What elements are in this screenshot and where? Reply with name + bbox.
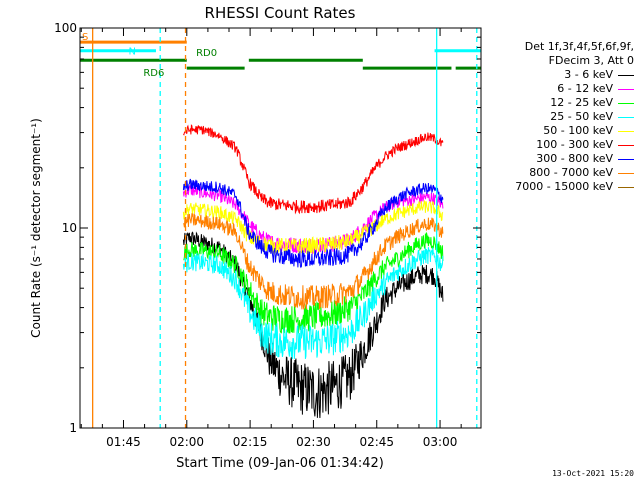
state-label-s: S [82,32,88,43]
series-line [182,178,444,269]
legend-swatch [618,102,634,104]
x-tick-label: 03:00 [423,435,458,449]
legend-label: 50 - 100 keV [543,124,613,137]
y-axis-label: Count Rate (s⁻¹ detector segment⁻¹) [29,118,43,338]
legend-entry: 6 - 12 keV [557,82,634,96]
legend-header: FDecim 3, Att 0 [548,54,634,67]
legend-label: 300 - 800 keV [536,152,613,165]
legend-swatch [618,88,634,90]
y-tick-label: 1 [69,421,77,435]
state-label-n: N [129,47,136,58]
legend-label: 3 - 6 keV [564,68,613,81]
x-tick-label: 01:45 [106,435,141,449]
legend-entry: 7000 - 15000 keV [515,180,634,194]
y-tick-label: 100 [54,21,77,35]
state-label-rd6: RD6 [143,68,164,79]
y-axis: 1 10 100 [54,21,481,435]
legend-entry: 12 - 25 keV [550,96,634,110]
series-line [182,124,444,215]
legend-swatch [618,172,634,174]
series-line [182,200,444,256]
series-line [183,232,444,335]
legend-entry: 3 - 6 keV [564,68,634,82]
legend-swatch [618,74,634,76]
series-50to100keV [182,200,444,256]
x-tick-label: 02:15 [233,435,268,449]
legend-swatch [618,186,634,188]
chart-title: RHESSI Count Rates [205,4,356,22]
legend-entry: 25 - 50 keV [550,110,634,124]
legend-swatch [618,130,634,132]
x-tick-label: 02:00 [169,435,204,449]
legend-entry: 100 - 300 keV [536,138,634,152]
legend-label: 12 - 25 keV [550,96,613,109]
series-line [182,213,444,310]
series-800to7000keV [182,213,444,310]
series-300to800keV [182,178,444,269]
legend-swatch [618,158,634,160]
legend-swatch [618,144,634,146]
legend-entry: 50 - 100 keV [543,124,634,138]
legend-label: 25 - 50 keV [550,110,613,123]
x-tick-label: 02:45 [359,435,394,449]
series-line [182,231,444,419]
x-axis: 01:45 02:00 02:15 02:30 02:45 03:00 [80,28,462,449]
legend-entry: 800 - 7000 keV [529,166,634,180]
series-12to25keV [183,232,444,335]
legend-label: 800 - 7000 keV [529,166,613,179]
attenuator-labels: S N RD0 RD6 [82,32,217,79]
legend-header: Det 1f,3f,4f,5f,6f,9f, [524,40,634,53]
x-axis-label: Start Time (09-Jan-06 01:34:42) [176,456,384,471]
series-100to300keV [182,124,444,215]
series-3to6keV [182,231,444,419]
legend-label: 100 - 300 keV [536,138,613,151]
legend-label: 6 - 12 keV [557,82,613,95]
legend-swatch [618,116,634,118]
state-label-rd0: RD0 [196,48,217,59]
series-line [182,247,444,360]
series-25to50keV [182,247,444,360]
x-tick-label: 02:30 [296,435,331,449]
y-tick-label: 10 [62,221,77,235]
footer-date: 13-Oct-2021 15:20 [552,469,634,478]
legend-label: 7000 - 15000 keV [515,180,613,193]
plot-area [80,28,481,428]
legend-entry: 300 - 800 keV [536,152,634,166]
